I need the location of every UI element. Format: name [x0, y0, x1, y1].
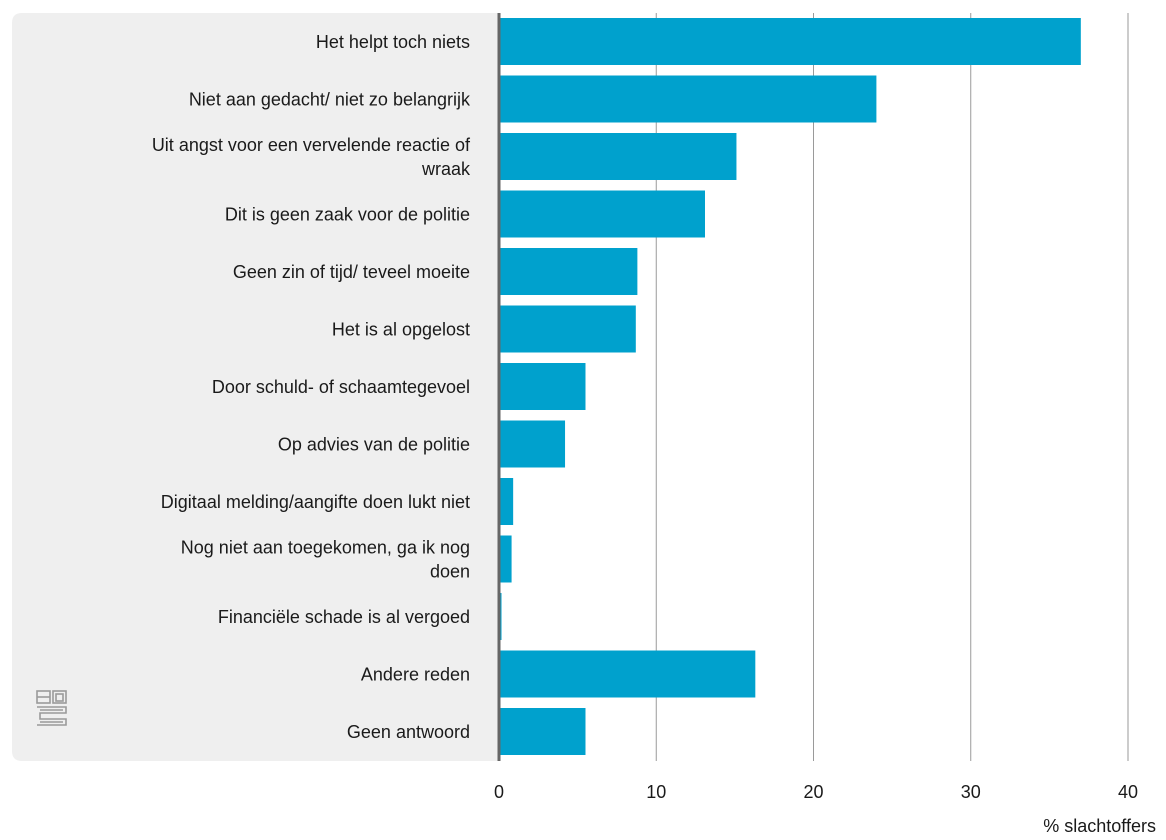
cbs-logo-icon — [36, 690, 67, 726]
gridlines — [655, 13, 1129, 761]
bar — [500, 363, 586, 410]
category-label: Digitaal melding/aangifte doen lukt niet — [161, 492, 470, 512]
bar — [500, 75, 877, 123]
x-tick-label: 40 — [1118, 782, 1138, 802]
x-axis-title: % slachtoffers — [1043, 816, 1156, 836]
x-tick-labels: 0 10 20 30 40 — [494, 782, 1138, 802]
category-label: Het is al opgelost — [332, 319, 470, 339]
category-label: Financiële schade is al vergoed — [218, 607, 470, 627]
bar — [500, 133, 737, 180]
category-label: Nog niet aan toegekomen, ga ik nog doen — [181, 537, 470, 581]
bar — [500, 535, 512, 583]
category-label: Andere reden — [361, 664, 470, 684]
x-tick-label: 20 — [803, 782, 823, 802]
category-label: Het helpt toch niets — [316, 32, 470, 52]
category-label: Dit is geen zaak voor de politie — [225, 204, 470, 224]
bar — [500, 305, 636, 353]
bar — [500, 248, 638, 295]
category-label-panel — [12, 13, 500, 761]
bar — [500, 420, 566, 468]
x-tick-label: 10 — [646, 782, 666, 802]
category-label: Niet aan gedacht/ niet zo belangrijk — [189, 89, 471, 109]
category-labels: Het helpt toch niets Niet aan gedacht/ ni… — [152, 32, 471, 742]
category-label: Geen antwoord — [347, 722, 470, 742]
x-tick-label: 0 — [494, 782, 504, 802]
bar — [500, 478, 514, 525]
bar — [500, 190, 705, 238]
category-label: Geen zin of tijd/ teveel moeite — [233, 262, 470, 282]
bar — [500, 650, 756, 698]
category-label: Uit angst voor een vervelende reactie of… — [152, 135, 471, 179]
category-label: Door schuld- of schaamtegevoel — [212, 377, 470, 397]
bar — [500, 593, 502, 640]
bar — [500, 708, 586, 755]
x-tick-label: 30 — [961, 782, 981, 802]
bars — [500, 18, 1081, 755]
category-label: Op advies van de politie — [278, 434, 470, 454]
bar — [500, 18, 1081, 65]
